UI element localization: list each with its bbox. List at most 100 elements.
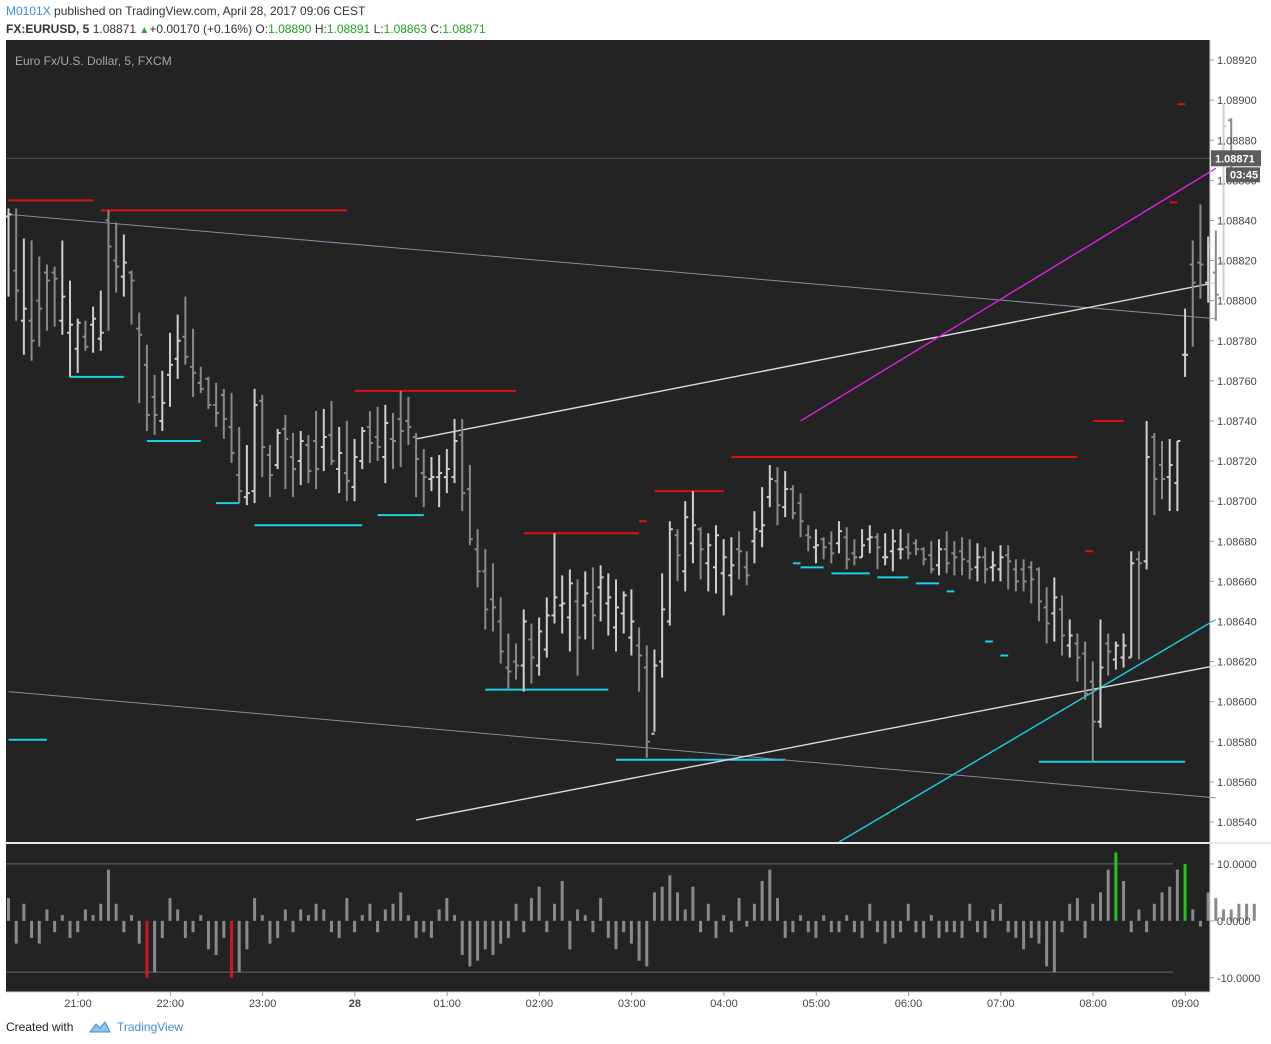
ohlc-bar (789, 485, 796, 520)
ohlc-bar (382, 404, 389, 484)
ohlc-bar (1120, 633, 1127, 668)
ohlc-bar (682, 501, 689, 592)
publish-line: M0101X published on TradingView.com, Apr… (6, 4, 365, 18)
ohlc-bar (405, 396, 412, 446)
ohlc-bar (912, 539, 919, 556)
ohlc-bar (1005, 545, 1012, 590)
chart-title: Euro Fx/U.S. Dollar, 5, FXCM (15, 54, 172, 68)
time-tick-label: 28 (349, 998, 361, 1010)
ohlc-bar (190, 328, 197, 397)
ohlc-bar (205, 376, 212, 409)
ohlc-bar (13, 208, 20, 321)
ohlc-bar (1174, 440, 1181, 512)
oscillator-pane[interactable] (6, 844, 1210, 992)
ohlc-bar (959, 537, 966, 576)
magenta-trend-line (800, 167, 1217, 422)
ohlc-bar (628, 589, 635, 656)
ohlc-bar (566, 569, 573, 652)
ohlc-bar (366, 410, 373, 464)
ohlc-bar (213, 382, 220, 427)
ohlc-bar (1220, 104, 1227, 301)
price-tick-label: 1.08540 (1217, 817, 1257, 829)
ohlc-bar (482, 549, 489, 630)
ohlc-bar (674, 529, 681, 582)
ohlc-bar (51, 266, 58, 327)
last-price-label: 1.08871 (1215, 153, 1255, 165)
ohlc-bar (812, 529, 819, 564)
price-tick-label: 1.08840 (1217, 215, 1257, 227)
ohlc-bar (105, 210, 112, 331)
price-tick-label: 1.08640 (1217, 616, 1257, 628)
low-value: 1.08863 (383, 22, 427, 36)
price-change: +0.00170 (+0.16%) (149, 22, 253, 36)
ohlc-bar (136, 312, 143, 403)
ohlc-bar (374, 406, 381, 462)
ohlc-bar (1020, 559, 1027, 592)
ohlc-bar (605, 573, 612, 636)
ohlc-bar (436, 455, 443, 508)
ohlc-bar (1166, 438, 1173, 512)
ohlc-bar (943, 531, 950, 574)
time-tick-label: 21:00 (64, 998, 92, 1010)
ohlc-bar (712, 525, 719, 594)
ohlc-bar (597, 565, 604, 622)
ohlc-bar (474, 529, 481, 588)
author-link[interactable]: M0101X (6, 4, 51, 18)
open-value: 1.08890 (268, 22, 312, 36)
ohlc-bar (866, 525, 873, 554)
ohlc-bar (1128, 551, 1135, 659)
ohlc-bar (543, 597, 550, 658)
high-label: H: (314, 22, 327, 36)
ohlc-bar (774, 467, 781, 526)
up-arrow-icon: ▲ (139, 25, 150, 36)
footer: Created with TradingView (0, 1012, 1271, 1044)
ohlc-bar (443, 449, 450, 494)
price-tick-label: 1.08740 (1217, 416, 1257, 428)
ohlc-bar (413, 432, 420, 498)
white-trend-line (415, 281, 1216, 440)
ohlc-bar (720, 539, 727, 616)
ohlc-bar (220, 388, 227, 439)
osc-tick-label: -10.0000 (1217, 973, 1260, 985)
ohlc-bar (574, 579, 581, 676)
ohlc-bar (197, 366, 204, 393)
ohlc-bar (5, 208, 12, 297)
ohlc-bar (966, 539, 973, 580)
price-bars (5, 104, 1235, 762)
price-pane[interactable] (6, 40, 1210, 842)
ohlc-bar (128, 270, 135, 325)
ohlc-bar (759, 487, 766, 548)
ohlc-bar (1082, 641, 1089, 700)
ohlc-bar (82, 320, 89, 351)
time-tick-label: 03:00 (618, 998, 646, 1010)
tradingview-link[interactable]: TradingView (117, 1020, 184, 1034)
ohlc-bar (428, 457, 435, 492)
price-tick-label: 1.08800 (1217, 296, 1257, 308)
ohlc-bar (1112, 641, 1119, 670)
cyan-trend-line (838, 618, 1217, 843)
chart-canvas[interactable]: 1.08540 1.08560 1.08580 1.08600 1.08620 1.086… (0, 40, 1271, 1012)
ohlc-bar (989, 551, 996, 582)
ohlc-bar (651, 649, 658, 735)
countdown-label: 03:45 (1230, 169, 1258, 181)
time-tick-label: 04:00 (710, 998, 738, 1010)
ohlc-bar (882, 533, 889, 566)
trend-lines[interactable] (8, 167, 1217, 843)
tradingview-logo-icon (89, 1021, 111, 1033)
channel-trend-line (8, 691, 1216, 799)
ohlc-bar (236, 426, 243, 504)
ohlc-bar (582, 571, 589, 640)
ohlc-bar (59, 240, 66, 335)
ohlc-bar (328, 400, 335, 466)
time-tick-label: 23:00 (249, 998, 277, 1010)
price-tick-label: 1.08720 (1217, 456, 1257, 468)
ohlc-bar (513, 643, 520, 680)
osc-tick-label: 10.0000 (1217, 859, 1257, 871)
time-tick-label: 08:00 (1079, 998, 1107, 1010)
symbol-label: FX:EURUSD, 5 (6, 22, 90, 36)
ohlc-bar (343, 420, 350, 502)
ohlc-bar (1051, 577, 1058, 642)
ohlc-bar (697, 527, 704, 580)
price-tick-label: 1.08580 (1217, 737, 1257, 749)
level-lines (8, 103, 1186, 763)
